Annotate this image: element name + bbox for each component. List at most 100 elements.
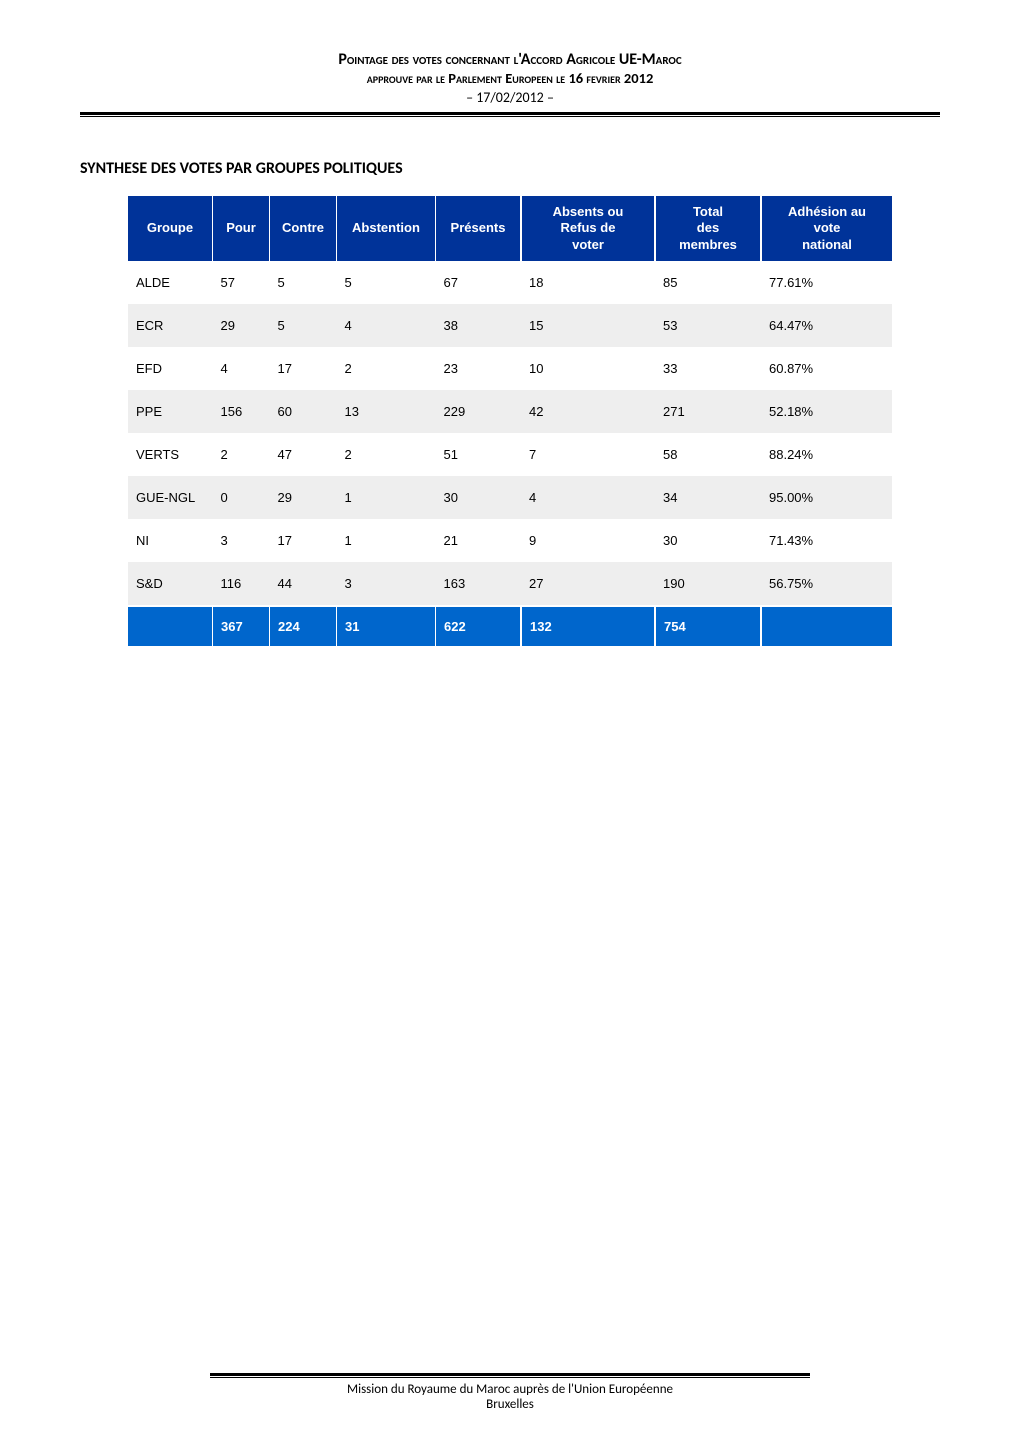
cell-adhesion: 52.18%: [761, 390, 892, 433]
table-row: VERTS24725175888.24%: [128, 433, 892, 476]
cell-pour: 156: [213, 390, 270, 433]
col-header-contre: Contre: [270, 196, 337, 261]
cell-presents: 163: [436, 562, 522, 606]
col-header-adhesion: Adhésion auvotenational: [761, 196, 892, 261]
total-cell-total: 754: [655, 606, 761, 646]
cell-absents: 18: [521, 261, 655, 304]
cell-groupe: VERTS: [128, 433, 213, 476]
cell-total: 85: [655, 261, 761, 304]
cell-adhesion: 64.47%: [761, 304, 892, 347]
cell-pour: 2: [213, 433, 270, 476]
cell-total: 58: [655, 433, 761, 476]
cell-absents: 7: [521, 433, 655, 476]
cell-absents: 9: [521, 519, 655, 562]
cell-adhesion: 60.87%: [761, 347, 892, 390]
header-line-2a: approuve par le: [367, 69, 449, 87]
table-row: GUE-NGL02913043495.00%: [128, 476, 892, 519]
cell-contre: 47: [270, 433, 337, 476]
cell-absents: 15: [521, 304, 655, 347]
header-line-1a: Pointage des votes concernant l': [338, 50, 520, 69]
table-row: ECR295438155364.47%: [128, 304, 892, 347]
table-row: NI31712193071.43%: [128, 519, 892, 562]
cell-groupe: ECR: [128, 304, 213, 347]
cell-pour: 116: [213, 562, 270, 606]
table-row: EFD417223103360.87%: [128, 347, 892, 390]
cell-adhesion: 88.24%: [761, 433, 892, 476]
page: Pointage des votes concernant l'Accord A…: [0, 0, 1020, 1442]
cell-absents: 42: [521, 390, 655, 433]
footer-rule-thick: [210, 1373, 810, 1376]
table-total-row: 36722431622132754: [128, 606, 892, 646]
cell-abst: 3: [337, 562, 436, 606]
header-line-1: Pointage des votes concernant l'Accord A…: [80, 50, 940, 69]
cell-groupe: PPE: [128, 390, 213, 433]
table-row: PPE15660132294227152.18%: [128, 390, 892, 433]
total-cell-groupe: [128, 606, 213, 646]
table-head: Groupe Pour Contre Abstention Présents A…: [128, 196, 892, 261]
cell-contre: 60: [270, 390, 337, 433]
col-header-abstention: Abstention: [337, 196, 436, 261]
cell-contre: 5: [270, 261, 337, 304]
col-header-pour: Pour: [213, 196, 270, 261]
table-row: ALDE575567188577.61%: [128, 261, 892, 304]
footer-rule-thin: [210, 1377, 810, 1378]
cell-pour: 0: [213, 476, 270, 519]
cell-total: 190: [655, 562, 761, 606]
cell-presents: 229: [436, 390, 522, 433]
footer-line-1: Mission du Royaume du Maroc auprès de l'…: [0, 1382, 1020, 1397]
footer-line-2: Bruxelles: [0, 1397, 1020, 1412]
header-rule-thick: [80, 112, 940, 115]
document-header: Pointage des votes concernant l'Accord A…: [80, 50, 940, 106]
cell-adhesion: 56.75%: [761, 562, 892, 606]
total-cell-abst: 31: [337, 606, 436, 646]
total-cell-pour: 367: [213, 606, 270, 646]
cell-presents: 21: [436, 519, 522, 562]
total-cell-adhesion: [761, 606, 892, 646]
header-line-2: approuve par le Parlement Europeen le 16…: [80, 69, 940, 87]
header-line-1b: Accord Agricole UE-Maroc: [521, 50, 682, 69]
cell-pour: 57: [213, 261, 270, 304]
cell-abst: 1: [337, 476, 436, 519]
cell-presents: 30: [436, 476, 522, 519]
cell-abst: 2: [337, 347, 436, 390]
cell-presents: 38: [436, 304, 522, 347]
cell-total: 30: [655, 519, 761, 562]
cell-abst: 1: [337, 519, 436, 562]
table-row: S&D1164431632719056.75%: [128, 562, 892, 606]
cell-abst: 13: [337, 390, 436, 433]
total-cell-contre: 224: [270, 606, 337, 646]
cell-total: 34: [655, 476, 761, 519]
votes-table: Groupe Pour Contre Abstention Présents A…: [128, 196, 892, 646]
total-cell-presents: 622: [436, 606, 522, 646]
cell-absents: 27: [521, 562, 655, 606]
cell-groupe: ALDE: [128, 261, 213, 304]
cell-presents: 23: [436, 347, 522, 390]
cell-total: 33: [655, 347, 761, 390]
table-header-row: Groupe Pour Contre Abstention Présents A…: [128, 196, 892, 261]
page-footer: Mission du Royaume du Maroc auprès de l'…: [0, 1373, 1020, 1412]
cell-groupe: NI: [128, 519, 213, 562]
cell-contre: 5: [270, 304, 337, 347]
cell-abst: 5: [337, 261, 436, 304]
cell-presents: 51: [436, 433, 522, 476]
section-title: SYNTHESE DES VOTES PAR GROUPES POLITIQUE…: [80, 159, 940, 178]
col-header-total: Totaldesmembres: [655, 196, 761, 261]
cell-absents: 10: [521, 347, 655, 390]
cell-contre: 17: [270, 347, 337, 390]
col-header-presents: Présents: [436, 196, 522, 261]
col-header-absents: Absents ouRefus devoter: [521, 196, 655, 261]
cell-total: 271: [655, 390, 761, 433]
cell-contre: 44: [270, 562, 337, 606]
table-body: ALDE575567188577.61%ECR295438155364.47%E…: [128, 261, 892, 646]
col-header-groupe: Groupe: [128, 196, 213, 261]
cell-abst: 4: [337, 304, 436, 347]
total-cell-absents: 132: [521, 606, 655, 646]
cell-contre: 17: [270, 519, 337, 562]
cell-adhesion: 71.43%: [761, 519, 892, 562]
cell-presents: 67: [436, 261, 522, 304]
cell-contre: 29: [270, 476, 337, 519]
cell-total: 53: [655, 304, 761, 347]
cell-adhesion: 77.61%: [761, 261, 892, 304]
cell-groupe: S&D: [128, 562, 213, 606]
cell-absents: 4: [521, 476, 655, 519]
